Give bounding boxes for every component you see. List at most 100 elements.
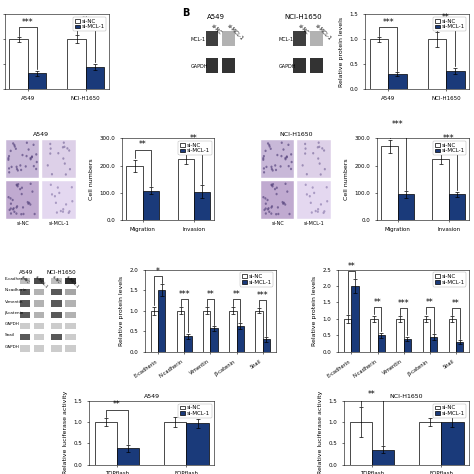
Circle shape bbox=[290, 168, 292, 170]
Circle shape bbox=[65, 203, 67, 206]
Circle shape bbox=[14, 146, 16, 148]
Bar bbox=[51, 278, 62, 284]
Circle shape bbox=[270, 206, 273, 209]
Circle shape bbox=[36, 161, 38, 163]
Circle shape bbox=[275, 213, 277, 216]
Bar bbox=[20, 289, 30, 295]
Bar bbox=[263, 339, 270, 352]
Bar bbox=[34, 301, 45, 307]
Text: ***: *** bbox=[178, 290, 190, 299]
Bar bbox=[441, 422, 464, 465]
Circle shape bbox=[265, 165, 267, 168]
Circle shape bbox=[271, 183, 273, 186]
Circle shape bbox=[64, 146, 65, 148]
Bar bbox=[350, 422, 372, 465]
Bar bbox=[222, 57, 235, 73]
Bar bbox=[117, 448, 139, 465]
Text: ***: *** bbox=[257, 291, 268, 300]
Circle shape bbox=[284, 158, 287, 160]
Circle shape bbox=[29, 182, 32, 185]
Bar bbox=[194, 191, 210, 220]
Circle shape bbox=[282, 201, 283, 203]
Circle shape bbox=[310, 201, 312, 204]
Circle shape bbox=[312, 152, 314, 155]
Bar bbox=[206, 31, 219, 46]
Circle shape bbox=[22, 213, 25, 215]
Circle shape bbox=[7, 157, 9, 159]
Text: **: ** bbox=[207, 290, 214, 299]
Text: MCL-1: MCL-1 bbox=[278, 37, 293, 42]
Circle shape bbox=[318, 141, 320, 144]
Text: GAPDH: GAPDH bbox=[278, 64, 296, 69]
Circle shape bbox=[263, 155, 265, 157]
Circle shape bbox=[68, 211, 70, 214]
Text: NCI-H1650: NCI-H1650 bbox=[279, 131, 312, 137]
Circle shape bbox=[17, 169, 19, 172]
Bar bbox=[310, 57, 323, 73]
Legend: si-NC, si-MCL-1: si-NC, si-MCL-1 bbox=[240, 273, 273, 286]
Circle shape bbox=[15, 147, 17, 150]
Circle shape bbox=[317, 146, 319, 148]
Circle shape bbox=[8, 167, 10, 170]
Bar bbox=[370, 39, 388, 89]
Circle shape bbox=[51, 193, 53, 196]
Circle shape bbox=[263, 167, 265, 170]
Circle shape bbox=[265, 212, 267, 215]
Text: GAPDH: GAPDH bbox=[5, 322, 19, 326]
Circle shape bbox=[276, 154, 278, 156]
Circle shape bbox=[10, 207, 12, 210]
Bar bbox=[51, 312, 62, 318]
Circle shape bbox=[62, 146, 64, 148]
Circle shape bbox=[27, 201, 29, 203]
Circle shape bbox=[281, 142, 283, 144]
Circle shape bbox=[17, 185, 19, 188]
Text: **: ** bbox=[452, 299, 460, 308]
Circle shape bbox=[9, 197, 12, 200]
Text: **: ** bbox=[113, 401, 121, 410]
Circle shape bbox=[25, 165, 27, 168]
Circle shape bbox=[16, 205, 18, 208]
Circle shape bbox=[280, 165, 282, 168]
Text: ***: *** bbox=[22, 18, 34, 27]
Text: B: B bbox=[182, 8, 189, 18]
Circle shape bbox=[317, 157, 319, 160]
Bar bbox=[34, 278, 45, 284]
Legend: si-NC, si-MCL-1: si-NC, si-MCL-1 bbox=[433, 17, 466, 31]
Bar bbox=[67, 39, 86, 89]
Circle shape bbox=[10, 202, 12, 205]
Circle shape bbox=[55, 201, 57, 204]
Text: ***: *** bbox=[398, 299, 410, 308]
Y-axis label: Relative protein levels: Relative protein levels bbox=[312, 275, 317, 346]
Bar bbox=[203, 310, 210, 352]
Y-axis label: Relative luciferase activity: Relative luciferase activity bbox=[318, 391, 323, 474]
Circle shape bbox=[264, 150, 267, 152]
Bar bbox=[158, 290, 165, 352]
Circle shape bbox=[262, 158, 264, 161]
Circle shape bbox=[286, 191, 288, 193]
Bar bbox=[178, 159, 194, 220]
Bar bbox=[127, 165, 143, 220]
Text: si-MCL-1: si-MCL-1 bbox=[314, 23, 332, 41]
Circle shape bbox=[35, 168, 37, 170]
Circle shape bbox=[9, 150, 12, 152]
Text: **: ** bbox=[139, 140, 147, 149]
Circle shape bbox=[19, 164, 21, 167]
Circle shape bbox=[58, 191, 60, 194]
Circle shape bbox=[317, 208, 319, 210]
Circle shape bbox=[283, 148, 284, 151]
Circle shape bbox=[304, 147, 307, 150]
Legend: si-NC, si-MCL-1: si-NC, si-MCL-1 bbox=[179, 141, 211, 155]
Circle shape bbox=[65, 173, 67, 176]
Circle shape bbox=[270, 212, 273, 215]
Circle shape bbox=[262, 196, 264, 199]
Circle shape bbox=[286, 156, 288, 158]
Circle shape bbox=[264, 197, 266, 200]
Text: si-MCL-1: si-MCL-1 bbox=[226, 23, 245, 41]
Text: β-catenin: β-catenin bbox=[5, 311, 24, 315]
Bar bbox=[51, 323, 62, 329]
Circle shape bbox=[29, 157, 32, 159]
Circle shape bbox=[57, 152, 59, 155]
Circle shape bbox=[29, 158, 32, 160]
Bar bbox=[51, 289, 62, 295]
Circle shape bbox=[11, 199, 14, 201]
